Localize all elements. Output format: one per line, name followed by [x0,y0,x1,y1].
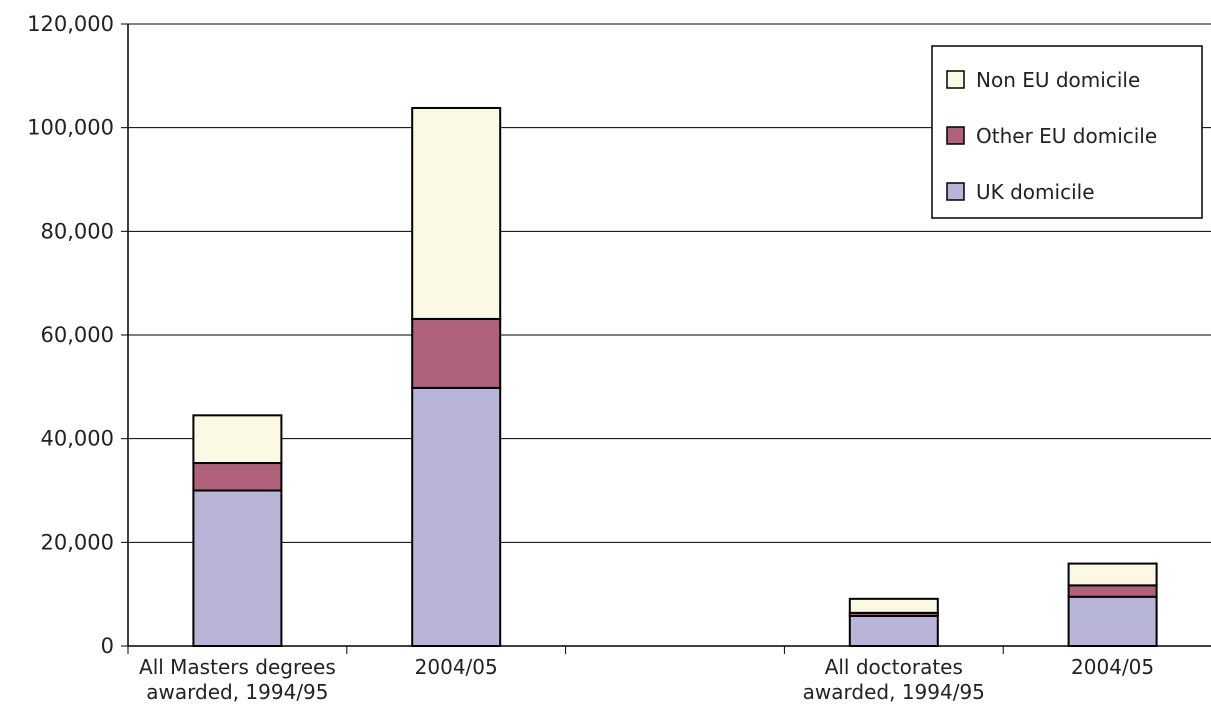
bar-segment-uk-domicile [848,614,939,647]
bar-segment-non-eu-domicile [411,106,502,320]
bar-segment-uk-domicile [1067,595,1158,648]
y-tick-label: 40,000 [41,427,114,451]
x-tick-label: awarded, 1994/95 [803,680,985,704]
bar-segment-non-eu-domicile [192,414,283,465]
x-tick-label: All Masters degrees [139,655,336,679]
x-tick-label: All doctorates [825,655,963,679]
x-tick-label: 2004/05 [1071,655,1154,679]
bar-segment-other-eu-domicile [411,317,502,389]
legend: Non EU domicile Other EU domicile UK domic… [931,45,1203,219]
legend-label: Non EU domicile [976,68,1140,92]
legend-swatch [946,70,965,89]
y-tick-label: 60,000 [41,323,114,347]
x-tick-label: awarded, 1994/95 [146,680,328,704]
legend-swatch [946,126,965,145]
y-tick-label: 120,000 [27,12,114,36]
gridlines [128,23,1211,543]
bar-segment-other-eu-domicile [1067,584,1158,598]
y-tick-labels: 0 20,000 40,000 60,000 80,000 100,000 120,000 [27,12,114,658]
bar-segment-non-eu-domicile [848,597,939,614]
legend-label: UK domicile [976,180,1095,204]
bar-segment-uk-domicile [192,489,283,647]
x-tick-label: 2004/05 [415,655,498,679]
y-tick-label: 80,000 [41,219,114,243]
legend-box [931,45,1203,219]
legend-swatch [946,182,965,201]
y-tick-label: 0 [101,634,114,658]
bar-segment-non-eu-domicile [1067,562,1158,587]
bar-segment-uk-domicile [411,386,502,647]
y-tick-label: 100,000 [27,116,114,140]
y-tick-label: 20,000 [41,530,114,554]
bar-segments [192,106,1158,648]
bar-segment-other-eu-domicile [192,462,283,492]
axes [121,23,1211,654]
legend-label: Other EU domicile [976,124,1157,148]
